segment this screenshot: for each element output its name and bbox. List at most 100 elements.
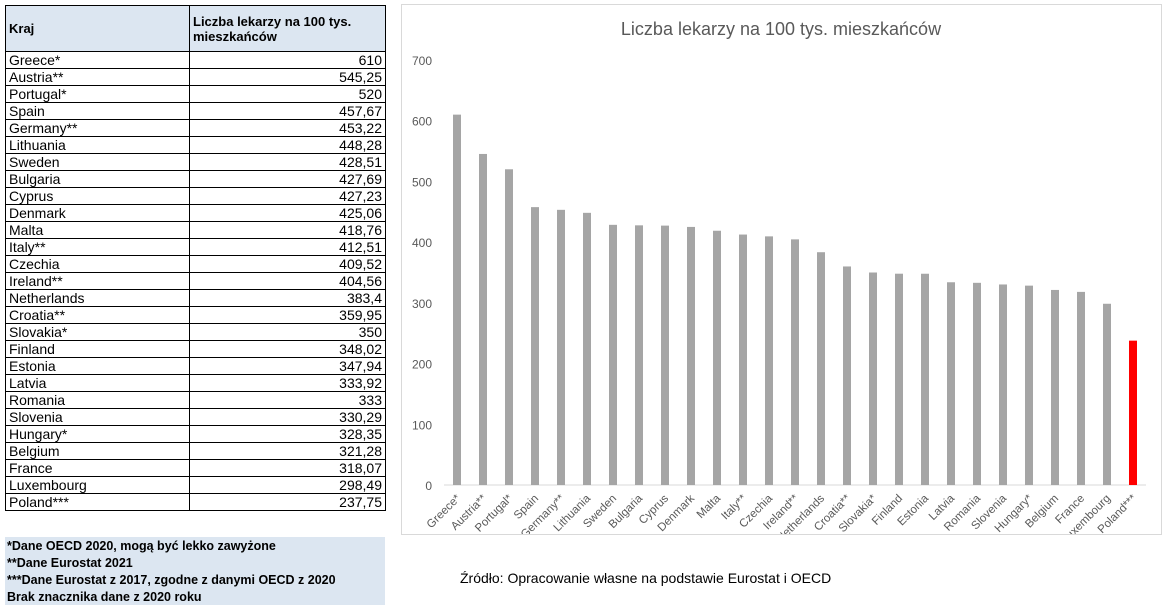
column-header: Kraj: [5, 5, 190, 52]
y-tick-label: 400: [412, 236, 432, 250]
country-cell: Croatia**: [5, 306, 190, 324]
y-tick-label: 600: [412, 115, 432, 129]
chart-title: Liczba lekarzy na 100 tys. mieszkańców: [621, 19, 942, 39]
bar: [635, 225, 643, 486]
table-row: Estonia 347,94: [5, 357, 386, 375]
data-table: Kraj Liczba lekarzy na 100 tys. mieszkańc…: [5, 5, 386, 511]
value-cell: 425,06: [189, 204, 386, 222]
table-row: Netherlands 383,4: [5, 289, 386, 307]
value-cell: 330,29: [189, 408, 386, 426]
country-cell: Italy**: [5, 238, 190, 256]
value-cell: 428,51: [189, 153, 386, 171]
country-cell: Poland***: [5, 493, 190, 511]
footnote: ***Dane Eurostat z 2017, zgodne z danymi…: [7, 573, 336, 587]
bar: [531, 207, 539, 486]
bar: [1025, 285, 1033, 485]
value-cell: 348,02: [189, 340, 386, 358]
y-tick-label: 300: [412, 297, 432, 311]
country-cell: Czechia: [5, 255, 190, 273]
table-row: Sweden 428,51: [5, 153, 386, 171]
value-cell: 333: [189, 391, 386, 409]
table-row: Poland*** 237,75: [5, 493, 386, 511]
chart-panel: Liczba lekarzy na 100 tys. mieszkańców 0 1…: [401, 4, 1162, 546]
bar: [1051, 289, 1059, 485]
country-cell: Ireland**: [5, 272, 190, 290]
bar: [557, 209, 565, 485]
country-cell: Denmark: [5, 204, 190, 222]
value-cell: 545,25: [189, 68, 386, 86]
country-cell: Latvia: [5, 374, 190, 392]
value-cell: 412,51: [189, 238, 386, 256]
y-tick-label: 500: [412, 175, 432, 189]
x-tick-label: Malta: [695, 492, 724, 521]
table-row: Hungary* 328,35: [5, 425, 386, 443]
country-cell: Slovenia: [5, 408, 190, 426]
value-cell: 318,07: [189, 459, 386, 477]
value-cell: 427,23: [189, 187, 386, 205]
bar: [583, 212, 591, 485]
value-cell: 347,94: [189, 357, 386, 375]
value-cell: 321,28: [189, 442, 386, 460]
country-cell: Hungary*: [5, 425, 190, 443]
table-row: Austria** 545,25: [5, 68, 386, 86]
country-cell: Romania: [5, 391, 190, 409]
value-cell: 359,95: [189, 306, 386, 324]
footnote: Brak znacznika dane z 2020 roku: [7, 590, 202, 604]
value-cell: 448,28: [189, 136, 386, 154]
value-cell: 350: [189, 323, 386, 341]
table-row: Ireland** 404,56: [5, 272, 386, 290]
country-cell: Luxembourg: [5, 476, 190, 494]
table-row: Latvia 333,92: [5, 374, 386, 392]
bar: [1103, 303, 1111, 485]
table-row: Germany** 453,22: [5, 119, 386, 137]
bar: [999, 284, 1007, 485]
table-row: Spain 457,67: [5, 102, 386, 120]
source-note: Źródło: Opracowanie własne na podstawie …: [460, 570, 832, 586]
value-cell: 237,75: [189, 493, 386, 511]
table-row: Cyprus 427,23: [5, 187, 386, 205]
table-row: Portugal* 520: [5, 85, 386, 103]
bar: [921, 273, 929, 485]
bar: [453, 114, 461, 486]
footnote: *Dane OECD 2020, mogą być lekko zawyżone: [7, 539, 276, 553]
bar-chart: Liczba lekarzy na 100 tys. mieszkańców 0 1…: [412, 19, 1146, 546]
bar: [661, 225, 669, 485]
value-cell: 404,56: [189, 272, 386, 290]
table-row: Belgium 321,28: [5, 442, 386, 460]
country-cell: Slovakia*: [5, 323, 190, 341]
y-tick-label: 100: [412, 418, 432, 432]
bar: [973, 282, 981, 485]
table-row: Slovakia* 350: [5, 323, 386, 341]
footnote: **Dane Eurostat 2021: [7, 556, 133, 570]
bar: [687, 226, 695, 485]
bar: [1077, 291, 1085, 485]
table-row: France 318,07: [5, 459, 386, 477]
country-cell: Spain: [5, 102, 190, 120]
value-cell: 520: [189, 85, 386, 103]
table-row: Romania 333: [5, 391, 386, 409]
country-cell: Bulgaria: [5, 170, 190, 188]
table-row: Lithuania 448,28: [5, 136, 386, 154]
column-header: Liczba lekarzy na 100 tys. mieszkańców: [189, 5, 386, 52]
table-row: Croatia** 359,95: [5, 306, 386, 324]
table-row: Finland 348,02: [5, 340, 386, 358]
table-row: Luxembourg 298,49: [5, 476, 386, 494]
value-cell: 328,35: [189, 425, 386, 443]
bar: [843, 266, 851, 485]
y-tick-label: 200: [412, 358, 432, 372]
country-cell: Cyprus: [5, 187, 190, 205]
country-cell: Belgium: [5, 442, 190, 460]
country-cell: Germany**: [5, 119, 190, 137]
value-cell: 418,76: [189, 221, 386, 239]
bar: [1129, 340, 1137, 485]
bar: [609, 224, 617, 485]
table-row: Denmark 425,06: [5, 204, 386, 222]
bar: [791, 239, 799, 485]
bar: [713, 230, 721, 485]
table-row: Czechia 409,52: [5, 255, 386, 273]
country-cell: Estonia: [5, 357, 190, 375]
value-cell: 427,69: [189, 170, 386, 188]
value-cell: 333,92: [189, 374, 386, 392]
y-tick-label: 0: [425, 479, 432, 493]
table-row: Slovenia 330,29: [5, 408, 386, 426]
